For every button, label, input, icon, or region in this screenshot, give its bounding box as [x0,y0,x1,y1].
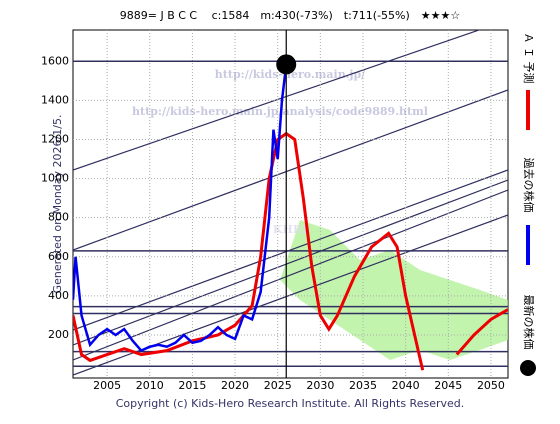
x-tick-label: 2010 [136,379,164,392]
watermark: KHRI [273,223,307,236]
latest-point [276,54,297,75]
y-tick-label: 1000 [41,172,69,185]
forecast-band [280,220,508,360]
chart-title: 9889= J B C C c:1584 m:430(-73%) t:711(-… [120,9,461,22]
y-tick-label: 800 [48,211,69,224]
watermark: http://kids-hero.main.jp/ [215,68,366,81]
y-tick-label: 1200 [41,132,69,145]
x-tick-label: 2040 [392,379,420,392]
y-tick-label: 600 [48,250,69,263]
side-label: Generated on Monday 2026/1/5. [51,115,64,294]
x-tick-label: 2050 [477,379,505,392]
x-tick-label: 2035 [349,379,377,392]
legend-swatch [520,360,536,376]
x-tick-label: 2045 [434,379,462,392]
y-tick-label: 400 [48,289,69,302]
legend-label: Ａ Ｉ 予測 [522,33,536,84]
legend-label: 最新の株価 [522,295,536,350]
x-tick-label: 2025 [264,379,292,392]
x-tick-label: 2030 [306,379,334,392]
y-tick-label: 200 [48,328,69,341]
trend-lines [73,30,508,376]
legend-label: 過去の株価 [522,158,536,213]
series-line [73,131,508,371]
legend: Ａ Ｉ 予測 過去の株価 最新の株価 [520,33,536,376]
plot-layer [73,30,508,378]
x-tick-label: 2020 [221,379,249,392]
decor: http://kids-hero.main.jp/ http://kids-he… [73,30,508,376]
y-tick-label: 1400 [41,93,69,106]
x-tick-label: 2005 [93,379,121,392]
series-line [73,64,288,353]
y-tick-label: 1600 [41,54,69,67]
footer: Copyright (c) Kids-Hero Research Institu… [116,397,465,410]
x-tick-label: 2015 [178,379,206,392]
